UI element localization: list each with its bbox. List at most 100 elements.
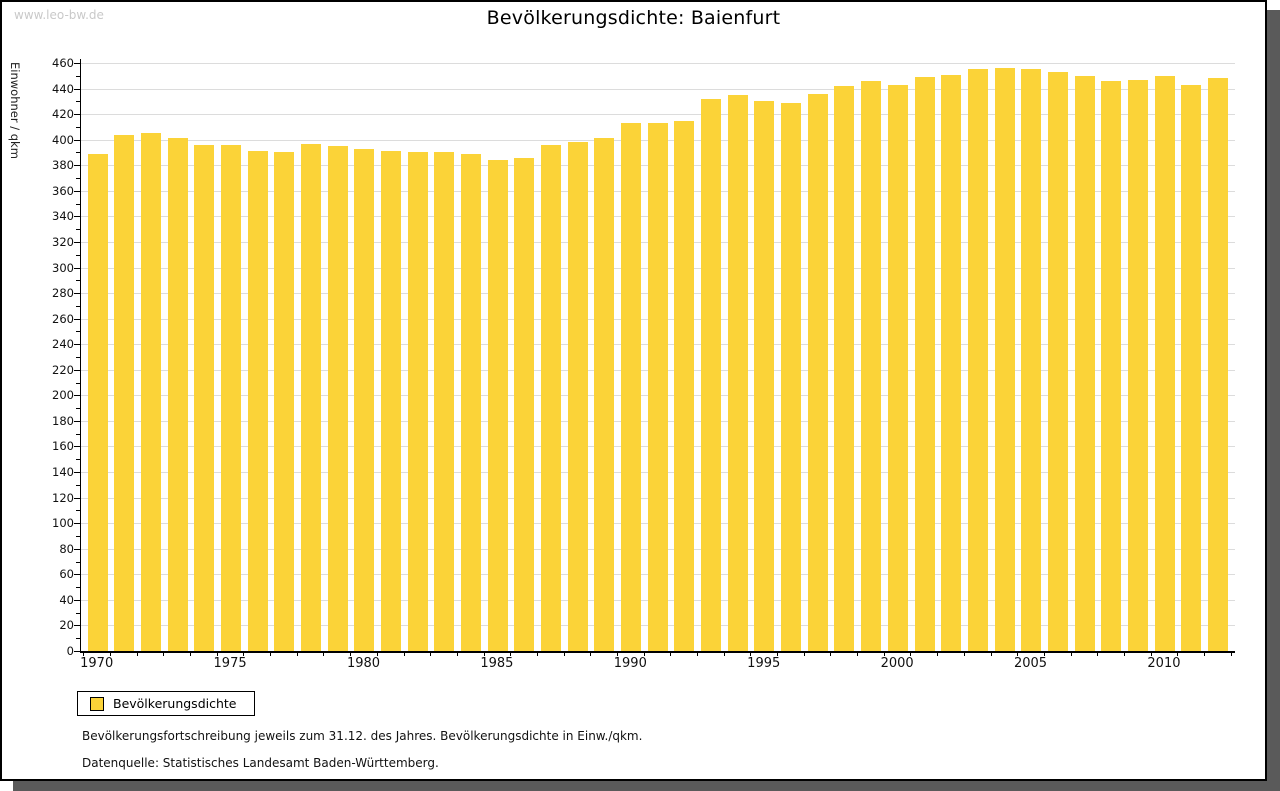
x-tick-16	[510, 651, 512, 656]
bar-1987	[541, 145, 562, 651]
y-tick-label-140: 140	[52, 465, 74, 480]
y-major-tick-300	[74, 267, 80, 269]
y-tick-label-240: 240	[52, 337, 74, 352]
bar-1982	[407, 152, 428, 651]
x-tick-label-2005: 2005	[1013, 656, 1048, 671]
bar-2001	[914, 77, 935, 651]
x-tick-21	[643, 651, 645, 656]
y-minor-tick-210	[76, 382, 80, 384]
x-tick-18	[563, 651, 565, 656]
bar-2004	[994, 68, 1015, 651]
x-tick-32	[937, 651, 939, 656]
bar-1997	[807, 94, 828, 651]
bar-1995	[754, 101, 775, 651]
x-tick-33	[963, 651, 965, 656]
y-major-tick-20	[74, 625, 80, 627]
y-major-tick-160	[74, 446, 80, 448]
y-major-tick-400	[74, 139, 80, 141]
y-major-tick-120	[74, 497, 80, 499]
bar-1990	[621, 123, 642, 651]
y-major-tick-240	[74, 344, 80, 346]
chart-title: Bevölkerungsdichte: Baienfurt	[486, 7, 781, 29]
bar-1976	[247, 151, 268, 651]
bar-1972	[141, 133, 162, 651]
x-tick-6	[243, 651, 245, 656]
bar-1999	[861, 81, 882, 651]
y-major-tick-140	[74, 472, 80, 474]
y-tick-label-420: 420	[52, 107, 74, 122]
x-tick-label-1980: 1980	[346, 656, 381, 671]
bar-2008	[1101, 81, 1122, 651]
x-tick-34	[990, 651, 992, 656]
y-major-tick-40	[74, 599, 80, 601]
y-minor-tick-70	[76, 561, 80, 563]
y-major-tick-360	[74, 190, 80, 192]
bar-1983	[434, 152, 455, 651]
bar-2011	[1181, 85, 1202, 651]
y-major-tick-60	[74, 574, 80, 576]
watermark-text: www.leo-bw.de	[14, 8, 104, 22]
y-tick-label-440: 440	[52, 81, 74, 96]
y-major-tick-420	[74, 114, 80, 116]
y-major-tick-200	[74, 395, 80, 397]
bar-1975	[221, 145, 242, 651]
legend-swatch-icon	[90, 696, 104, 711]
bar-1970	[87, 154, 108, 651]
x-tick-38	[1097, 651, 1099, 656]
x-tick-8	[296, 651, 298, 656]
bar-1994	[727, 95, 748, 651]
x-tick-19	[590, 651, 592, 656]
chart-page: www.leo-bw.de Bevölkerungsdichte: Baienf…	[0, 0, 1267, 781]
y-minor-tick-50	[76, 587, 80, 589]
legend-label: Bevölkerungsdichte	[113, 696, 237, 711]
x-tick-1	[110, 651, 112, 656]
y-minor-tick-110	[76, 510, 80, 512]
x-tick-label-1970: 1970	[80, 656, 114, 671]
x-tick-3	[163, 651, 165, 656]
bar-1998	[834, 86, 855, 651]
x-tick-10	[350, 651, 352, 656]
bar-2005	[1021, 69, 1042, 651]
x-tick-11	[376, 651, 378, 656]
y-tick-label-220: 220	[52, 362, 74, 377]
bar-1991	[647, 123, 668, 651]
x-tick-7	[270, 651, 272, 656]
legend: Bevölkerungsdichte	[77, 691, 255, 716]
y-major-tick-280	[74, 293, 80, 295]
bar-2009	[1127, 80, 1148, 651]
x-tick-9	[323, 651, 325, 656]
x-tick-13	[430, 651, 432, 656]
y-major-tick-340	[74, 216, 80, 218]
x-tick-27	[803, 651, 805, 656]
x-tick-label-1990: 1990	[613, 656, 647, 671]
bar-1985	[487, 160, 508, 651]
y-axis-label: Einwohner / qkm	[8, 62, 22, 159]
x-tick-26	[777, 651, 779, 656]
x-tick-43	[1230, 651, 1232, 656]
x-tick-36	[1043, 651, 1045, 656]
x-tick-24	[723, 651, 725, 656]
bar-2003	[967, 69, 988, 651]
x-tick-41	[1177, 651, 1179, 656]
x-tick-31	[910, 651, 912, 656]
y-major-tick-260	[74, 318, 80, 320]
y-tick-label-80: 80	[59, 541, 74, 556]
y-minor-tick-430	[76, 101, 80, 103]
bar-1993	[701, 99, 722, 651]
y-tick-label-160: 160	[52, 439, 74, 454]
footnote-source-note: Bevölkerungsfortschreibung jeweils zum 3…	[82, 729, 643, 743]
y-major-tick-220	[74, 369, 80, 371]
x-tick-label-1985: 1985	[480, 656, 514, 671]
y-tick-label-280: 280	[52, 286, 74, 301]
bar-2010	[1154, 76, 1175, 651]
y-tick-label-340: 340	[52, 209, 74, 224]
y-tick-label-360: 360	[52, 183, 74, 198]
y-minor-tick-190	[76, 408, 80, 410]
bar-1980	[354, 149, 375, 651]
x-tick-40	[1150, 651, 1152, 656]
y-minor-tick-330	[76, 229, 80, 231]
bar-1981	[381, 151, 402, 651]
y-tick-label-60: 60	[59, 567, 74, 582]
plot-area	[80, 59, 1235, 653]
y-tick-label-260: 260	[52, 311, 74, 326]
